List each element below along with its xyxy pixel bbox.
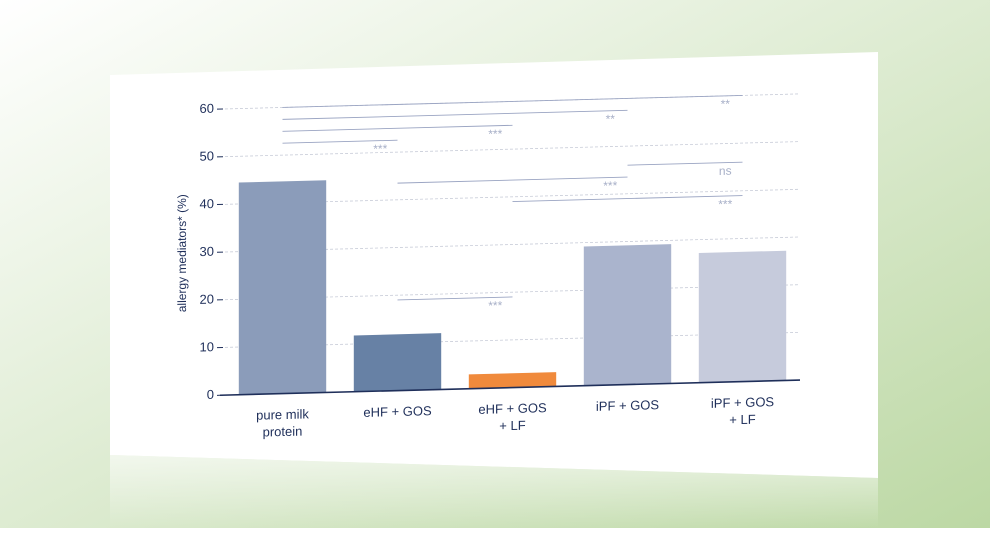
- comparison-label: ***: [718, 197, 732, 211]
- x-tick-label: + LF: [729, 412, 755, 428]
- comparison-label: ***: [488, 127, 502, 141]
- y-tick-label: 30: [200, 244, 214, 259]
- comparison-label: ***: [373, 142, 387, 156]
- bar: [699, 251, 786, 383]
- comparison-label: ***: [488, 298, 502, 312]
- y-tick-label: 20: [200, 291, 214, 306]
- comparison-label: **: [721, 97, 731, 111]
- bar: [239, 180, 326, 395]
- y-tick-label: 10: [200, 339, 214, 354]
- y-tick-label: 40: [200, 196, 214, 211]
- comparison-label: **: [606, 112, 616, 126]
- x-tick-label: pure milk: [256, 406, 309, 422]
- comparison-label: ns: [719, 164, 732, 178]
- bar: [354, 333, 441, 392]
- x-tick-label: eHF + GOS: [363, 403, 432, 420]
- x-tick-label: eHF + GOS: [478, 400, 547, 417]
- x-tick-label: protein: [263, 424, 303, 440]
- bar: [584, 244, 671, 386]
- x-tick-label: + LF: [499, 418, 525, 434]
- y-axis-label: allergy mediators* (%): [175, 194, 189, 312]
- y-tick-label: 0: [207, 387, 214, 402]
- comparison-label: ***: [603, 179, 617, 193]
- y-tick-label: 50: [200, 148, 214, 163]
- x-tick-label: iPF + GOS: [711, 394, 775, 411]
- y-tick-label: 60: [200, 101, 214, 116]
- x-tick-label: iPF + GOS: [596, 397, 660, 414]
